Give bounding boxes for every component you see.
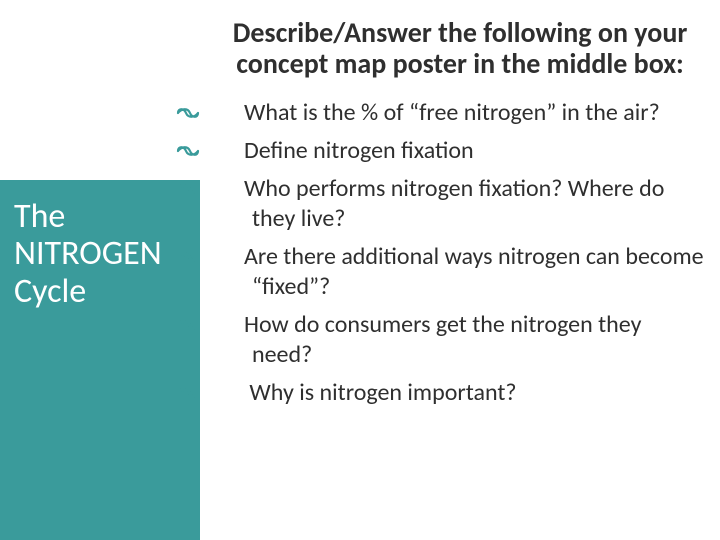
swirl-icon [214, 310, 244, 340]
list-item-text: What is the % of “free nitrogen” in the … [244, 98, 660, 127]
sidebar: The NITROGEN Cycle [0, 0, 200, 540]
list-item: Are there additional ways nitrogen can b… [214, 242, 706, 302]
sidebar-title-line1: The [14, 196, 65, 237]
list-item-text: Define nitrogen fixation [244, 136, 474, 165]
sidebar-title: The NITROGEN Cycle [14, 198, 186, 310]
list-item-text: How do consumers get the nitrogen they n… [244, 310, 641, 369]
list-item-text: Are there additional ways nitrogen can b… [244, 242, 704, 301]
list-item-text: Why is nitrogen important? [244, 378, 517, 407]
main-content: Describe/Answer the following on your co… [200, 0, 720, 540]
list-item: Define nitrogen fixation [214, 136, 706, 166]
sidebar-title-line3: Cycle [14, 271, 86, 312]
sidebar-title-line2: NITROGEN [14, 233, 162, 274]
swirl-icon [214, 98, 244, 128]
page-heading: Describe/Answer the following on your co… [208, 18, 712, 80]
list-item-text: Who performs nitrogen fixation? Where do… [244, 174, 664, 233]
sidebar-teal-panel: The NITROGEN Cycle [0, 180, 200, 540]
sidebar-top-spacer [0, 0, 200, 180]
bullet-list: What is the % of “free nitrogen” in the … [208, 98, 712, 408]
list-item: How do consumers get the nitrogen they n… [214, 310, 706, 370]
swirl-icon [214, 136, 244, 166]
swirl-icon [214, 378, 244, 408]
swirl-icon [214, 242, 244, 272]
list-item: Why is nitrogen important? [214, 378, 706, 408]
list-item: What is the % of “free nitrogen” in the … [214, 98, 706, 128]
list-item: Who performs nitrogen fixation? Where do… [214, 174, 706, 234]
swirl-icon [214, 174, 244, 204]
